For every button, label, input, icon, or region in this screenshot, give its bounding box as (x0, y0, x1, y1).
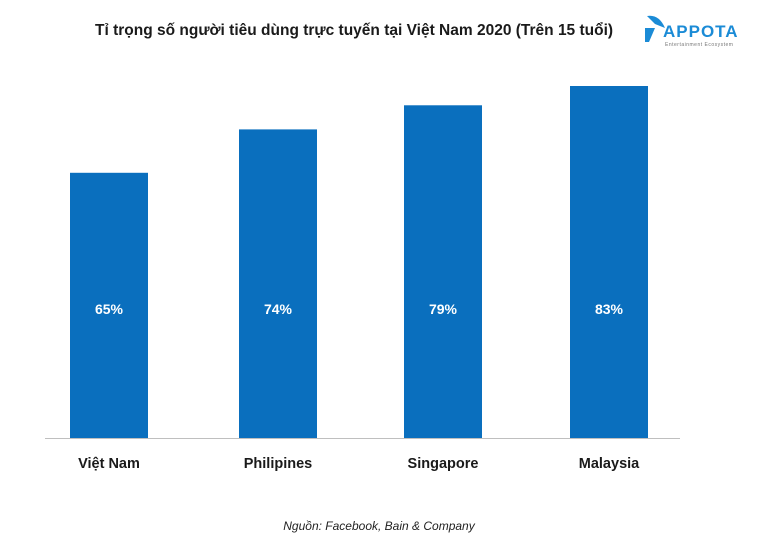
logo-tagline: Entertainment Ecosystem (665, 42, 734, 48)
data-label: 79% (429, 301, 458, 317)
bar (239, 129, 317, 438)
data-label: 83% (595, 301, 624, 317)
bar (70, 172, 148, 438)
data-label: 74% (264, 301, 293, 317)
bar (570, 86, 648, 438)
chart-title: Tỉ trọng số người tiêu dùng trực tuyến t… (95, 22, 614, 39)
bar (404, 105, 482, 439)
logo-mark-icon (645, 15, 665, 42)
category-label: Singapore (408, 456, 479, 472)
category-label: Philipines (244, 456, 313, 472)
data-label: 65% (95, 301, 124, 317)
appota-logo: APPOTA Entertainment Ecosystem (643, 12, 753, 52)
source-note: Nguồn: Facebook, Bain & Company (283, 519, 475, 533)
category-label: Việt Nam (78, 456, 140, 472)
category-label: Malaysia (579, 456, 640, 472)
logo-text: APPOTA (663, 22, 739, 41)
